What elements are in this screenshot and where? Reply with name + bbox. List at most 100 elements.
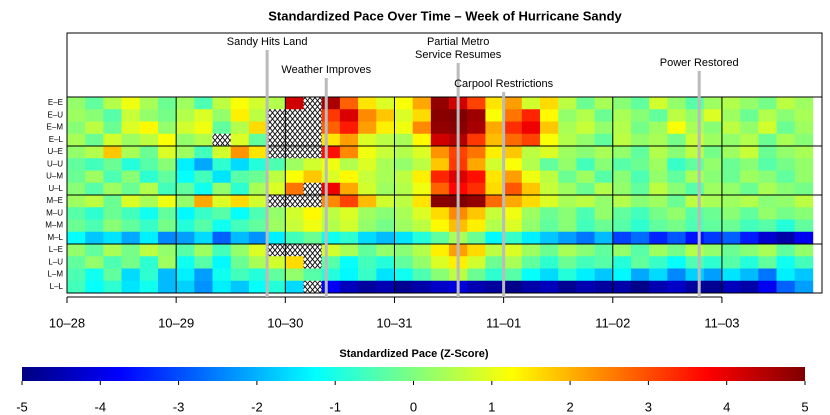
heat-cell — [394, 268, 413, 282]
heat-cell — [230, 182, 250, 196]
heat-cell — [467, 231, 486, 245]
missing-cell — [303, 97, 322, 110]
heat-cell — [321, 97, 341, 110]
heat-cell — [194, 170, 213, 184]
heat-cell — [503, 133, 523, 147]
heat-cell — [194, 97, 213, 110]
heat-cell — [521, 97, 541, 110]
heat-cell — [157, 256, 177, 269]
heat-cell — [703, 244, 723, 257]
heat-cell — [649, 280, 668, 294]
heat-cell — [703, 195, 723, 208]
heat-cell — [412, 97, 432, 110]
heat-cell — [394, 244, 413, 257]
heat-cell — [649, 244, 668, 257]
colorbar-tick-label: -4 — [95, 399, 107, 414]
heat-cell — [321, 195, 341, 208]
heat-cell — [412, 133, 432, 147]
heat-cell — [67, 97, 86, 110]
heat-cell — [558, 231, 577, 245]
heat-cell — [503, 195, 523, 208]
heat-cell — [376, 182, 395, 196]
heat-cell — [121, 231, 141, 245]
colorbar-tick-label: 2 — [566, 399, 573, 414]
heat-cell — [485, 207, 504, 220]
heat-cell — [649, 146, 668, 159]
heat-cell — [540, 219, 559, 233]
heat-cell — [248, 97, 268, 110]
heat-cell — [230, 158, 250, 171]
heat-cell — [630, 182, 650, 196]
heat-cell — [758, 170, 777, 184]
heat-cell — [248, 207, 268, 220]
heat-cell — [339, 182, 359, 196]
x-tick-label: 11–02 — [595, 315, 630, 330]
colorbar-title: Standardized Pace (Z-Score) — [339, 348, 488, 360]
colorbar-tick-label: -3 — [173, 399, 185, 414]
row-label: L–E — [49, 245, 63, 254]
heat-cell — [794, 256, 814, 269]
heat-cell — [139, 207, 159, 220]
heat-cell — [576, 158, 595, 171]
heat-cell — [339, 146, 359, 159]
heat-cell — [212, 182, 232, 196]
heat-cell — [758, 219, 777, 233]
heat-cell — [630, 109, 650, 122]
missing-cell — [285, 109, 304, 122]
heat-cell — [430, 244, 450, 257]
heat-cell — [485, 97, 504, 110]
heat-cell — [394, 133, 413, 147]
heat-cell — [358, 170, 377, 184]
row-label: U–E — [47, 147, 63, 156]
heat-cell — [430, 133, 450, 147]
heat-cell — [667, 170, 686, 184]
heat-cell — [157, 231, 177, 245]
heat-cell — [776, 146, 796, 159]
heat-cell — [376, 280, 395, 294]
heat-cell — [503, 158, 523, 171]
heat-cell — [558, 207, 577, 220]
heat-cell — [540, 231, 559, 245]
heat-cell — [121, 170, 141, 184]
heat-cell — [176, 121, 195, 135]
heat-cell — [139, 256, 159, 269]
heat-cell — [285, 256, 304, 269]
heat-cell — [503, 182, 523, 196]
row-label: U–L — [48, 184, 63, 193]
chart-title: Standardized Pace Over Time – Week of Hu… — [268, 8, 622, 23]
heat-cell — [649, 256, 668, 269]
heat-cell — [321, 268, 341, 282]
heat-cell — [467, 195, 486, 208]
heat-cell — [194, 133, 213, 147]
heat-cell — [576, 280, 595, 294]
heat-cell — [139, 219, 159, 233]
heat-cell — [248, 158, 268, 171]
heat-cell — [721, 97, 741, 110]
heat-cell — [758, 97, 777, 110]
heat-cell — [267, 170, 286, 184]
heat-cell — [303, 158, 322, 171]
heat-cell — [85, 121, 104, 135]
heat-cell — [139, 133, 159, 147]
row-label: E–U — [47, 110, 63, 119]
heat-cell — [321, 207, 341, 220]
heat-cell — [394, 182, 413, 196]
heat-cell — [467, 158, 486, 171]
heat-cell — [721, 121, 741, 135]
heat-cell — [339, 109, 359, 122]
heat-cell — [558, 280, 577, 294]
heat-cell — [194, 280, 213, 294]
heat-cell — [212, 231, 232, 245]
heat-cell — [685, 158, 705, 171]
heat-cell — [139, 97, 159, 110]
heat-cell — [685, 256, 705, 269]
heat-cell — [758, 207, 777, 220]
heat-cell — [176, 97, 195, 110]
heat-cell — [321, 280, 341, 294]
heat-cell — [576, 170, 595, 184]
heat-cell — [103, 219, 122, 233]
heat-cell — [267, 231, 286, 245]
heat-cell — [649, 182, 668, 196]
heat-cell — [157, 133, 177, 147]
heat-cell — [212, 280, 232, 294]
